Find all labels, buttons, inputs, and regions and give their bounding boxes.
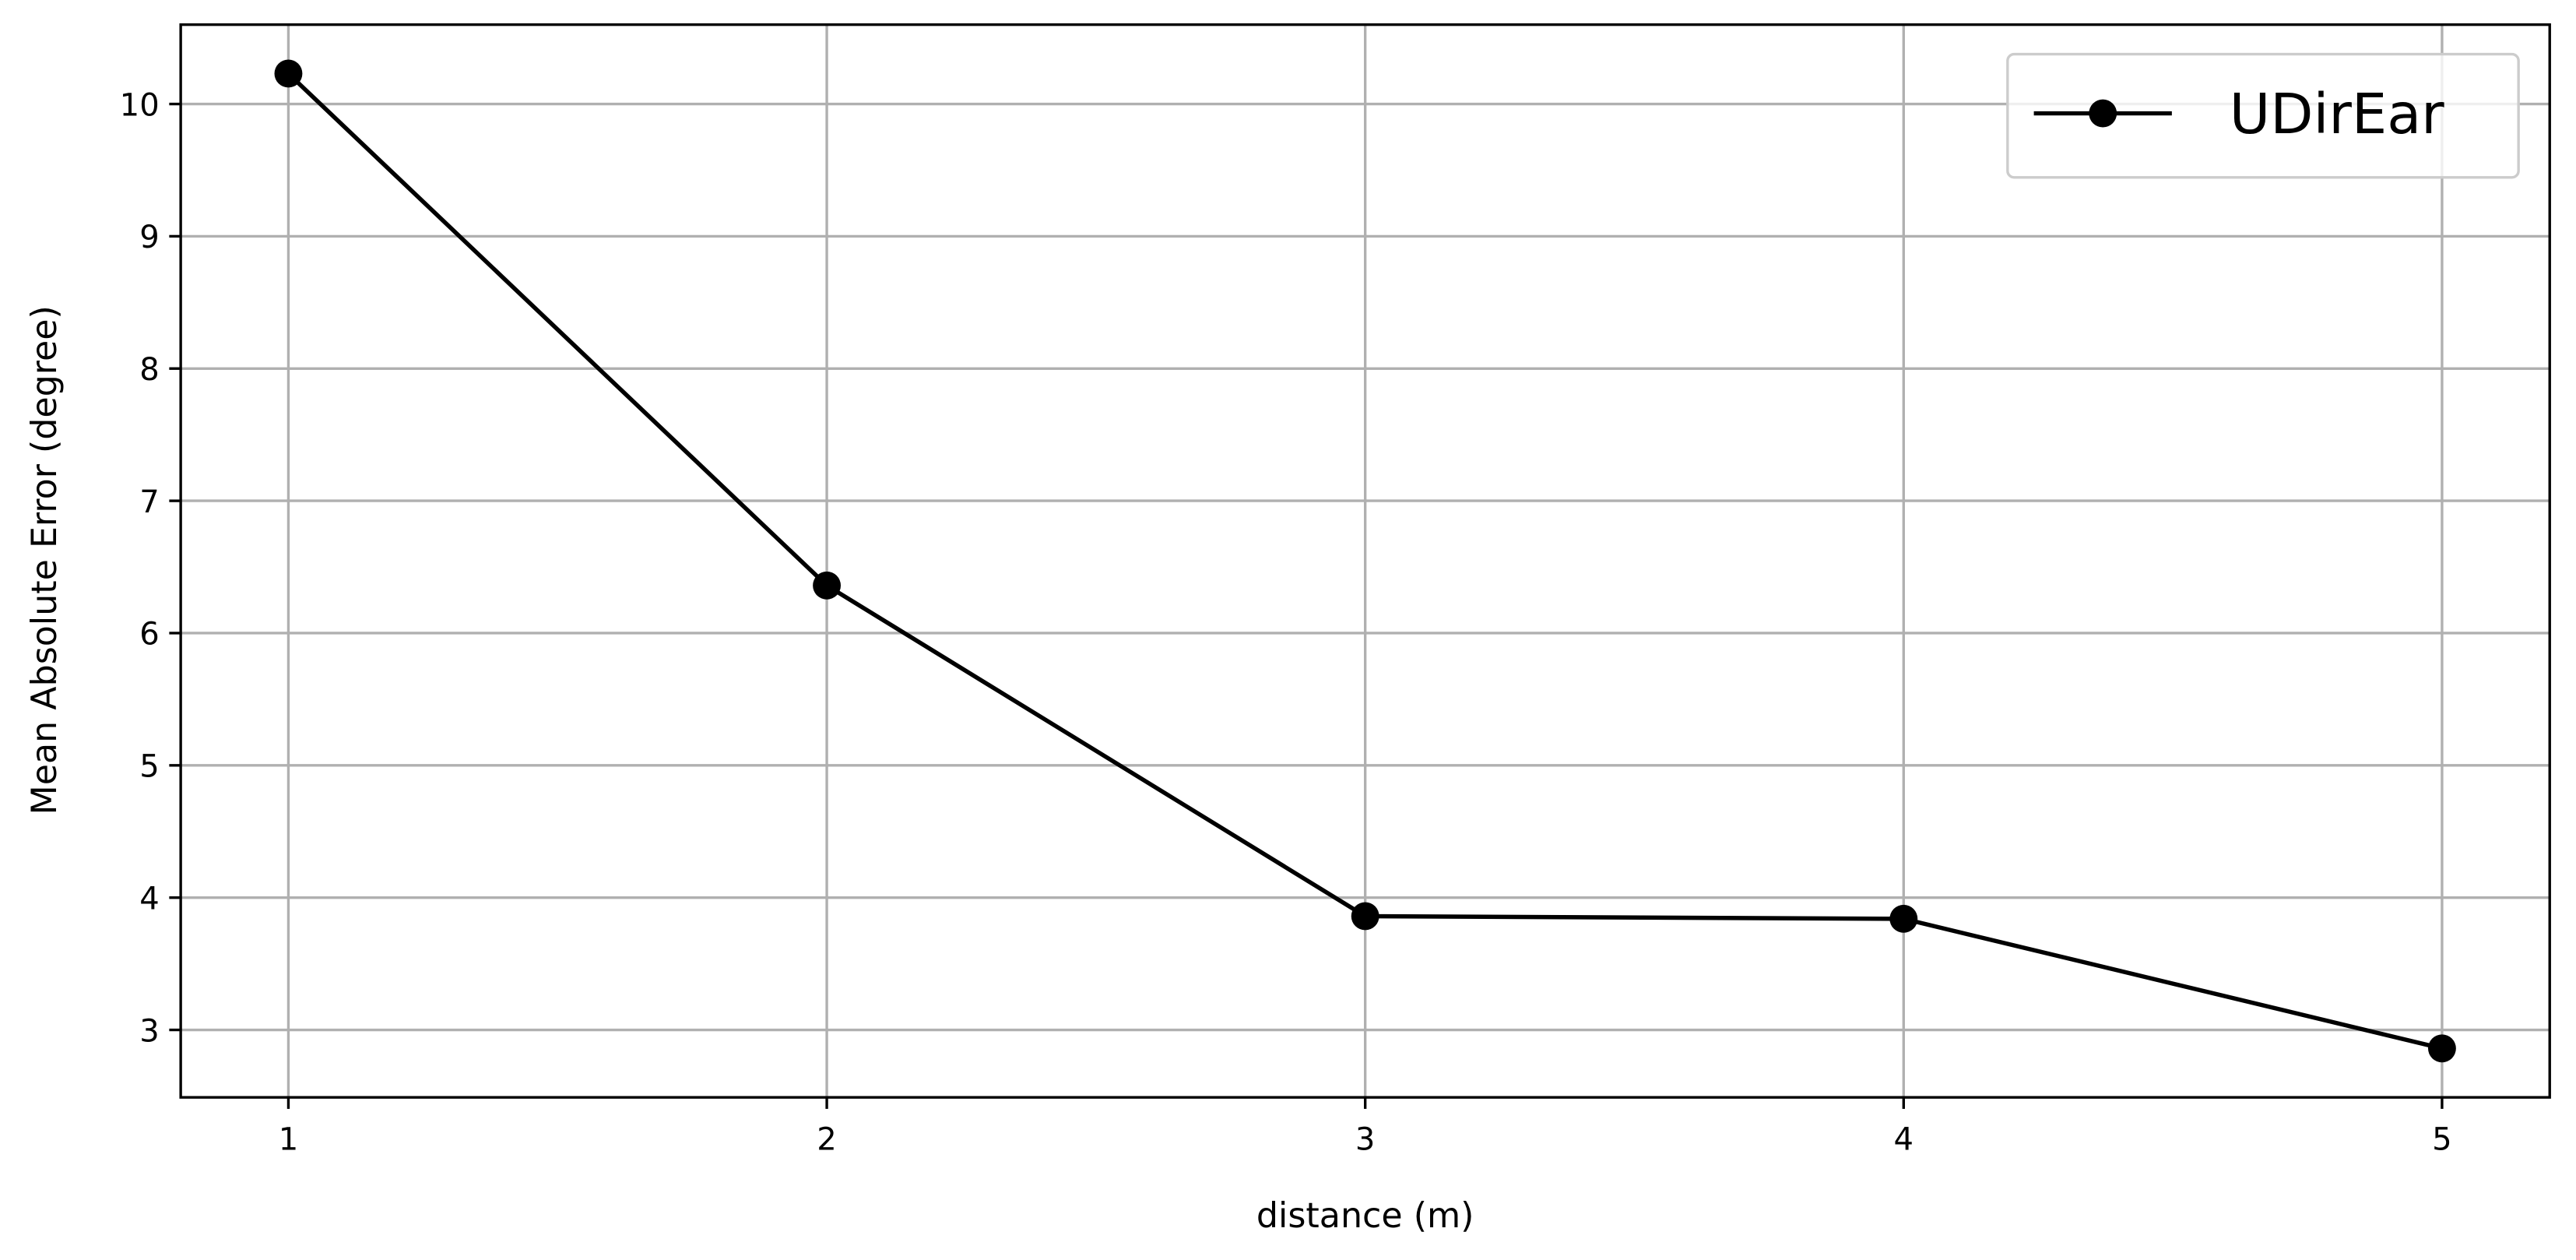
data-point bbox=[1351, 902, 1379, 931]
y-tick-label: 6 bbox=[139, 617, 160, 653]
data-point bbox=[1889, 904, 1918, 933]
data-point bbox=[813, 571, 842, 600]
axes-frame bbox=[179, 23, 2551, 1099]
legend-marker bbox=[2089, 99, 2117, 128]
y-axis-label: Mean Absolute Error (degree) bbox=[25, 305, 65, 815]
y-tick-label: 10 bbox=[120, 87, 160, 123]
legend-label: UDirEar bbox=[2230, 81, 2444, 146]
legend-box bbox=[2006, 52, 2520, 179]
x-axis-label: distance (m) bbox=[1256, 1196, 1474, 1236]
data-point bbox=[2427, 1034, 2456, 1063]
y-tick-label: 7 bbox=[139, 484, 160, 520]
x-tick-label: 4 bbox=[1894, 1122, 1914, 1158]
x-tick-label: 1 bbox=[279, 1122, 299, 1158]
y-tick-label: 9 bbox=[139, 220, 160, 255]
y-tick-label: 3 bbox=[139, 1013, 160, 1049]
legend: UDirEar bbox=[2006, 52, 2520, 179]
data-point bbox=[274, 59, 303, 88]
x-tick-label: 2 bbox=[817, 1122, 837, 1158]
y-tick-label: 8 bbox=[139, 352, 160, 388]
x-tick-label: 5 bbox=[2432, 1122, 2452, 1158]
y-tick-label: 4 bbox=[139, 881, 160, 917]
x-tick-label: 3 bbox=[1355, 1122, 1376, 1158]
y-tick-label: 5 bbox=[139, 749, 160, 785]
